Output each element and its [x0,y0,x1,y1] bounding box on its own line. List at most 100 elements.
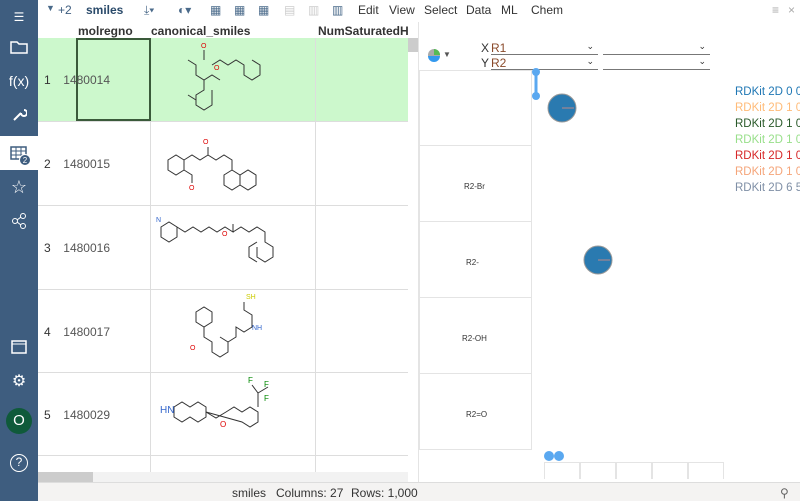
row-number: 4 [44,325,51,339]
wrench-icon[interactable] [0,98,38,132]
panel-menu-icon[interactable]: ≡ [772,3,780,17]
x-column-select[interactable]: R1 ⌄ [491,41,598,55]
svg-text:O: O [190,345,196,352]
selected-cell[interactable] [76,38,151,121]
svg-text:HN: HN [160,405,174,416]
vertical-range-slider[interactable] [529,68,543,100]
molregno-cell: 1480029 [63,408,110,422]
thumbnail[interactable] [652,462,688,479]
svg-text:NH: NH [252,325,262,332]
svg-text:N: N [156,217,161,224]
table-row[interactable] [38,456,408,482]
menu-data[interactable]: Data [466,3,492,17]
share-icon[interactable] [0,204,38,238]
rgroup-cell[interactable]: R2-OH [419,298,532,374]
pie-chart[interactable] [547,93,577,123]
menu-select[interactable]: Select [424,3,458,17]
x-secondary-select[interactable]: ⌄ [603,41,710,55]
rgroup-cell[interactable]: R2- [419,222,532,298]
menu-view[interactable]: View [389,3,415,17]
function-icon[interactable]: f(x) [8,73,30,89]
molecule-structure: OO [187,43,261,111]
thumbnail[interactable] [688,462,724,479]
layout-icon-2[interactable]: ▦ [234,3,246,17]
legend-item[interactable]: RDKit 2D 6 5 0 [735,182,800,194]
row-number: 3 [44,241,51,255]
svg-text:O: O [220,420,226,429]
vertical-scrollbar[interactable] [408,38,418,52]
data-grid: molregno canonical_smiles NumSaturatedHe… [38,22,418,482]
molregno-cell: 1480016 [63,241,110,255]
legend-item[interactable]: RDKit 2D 1 0 0 [735,134,800,146]
sidebar: ☰ f(x) 2 ☆ ⚙ O ? [0,0,38,501]
table-row[interactable]: 4 1480017 O SH NH [38,290,408,373]
dropdown-icon[interactable]: ▼ [46,3,55,13]
molecule-structure: NO [156,217,274,263]
status-table: smiles [232,486,267,500]
layout-icon-1[interactable]: ▦ [210,3,222,17]
refresh-icon[interactable]: ◐▾ [178,3,192,17]
settings-icon[interactable]: ⚙ [11,373,27,390]
rgroup-cell[interactable]: R2-Br [419,146,532,222]
x-axis-label: X [481,41,490,55]
legend-item[interactable]: RDKit 2D 1 0 0 [735,102,800,114]
horizontal-range-slider[interactable] [543,450,571,462]
user-avatar[interactable]: O [0,404,38,438]
molecule-structure: O SH NH [190,294,262,358]
svg-text:O: O [222,231,228,238]
help-icon[interactable]: ? [0,446,38,480]
table-count-badge: 2 [19,154,31,166]
star-icon[interactable]: ☆ [10,176,28,197]
rgroup-cell[interactable] [419,70,532,146]
toolbar: ▼ +2 smiles ⤓▾ ◐▾ ▦ ▦ ▦ ▤ ▥ ▥ Edit View … [38,0,800,22]
search-icon[interactable]: ⚲ [780,486,789,500]
bar-chart-icon[interactable]: ▥ [308,3,320,17]
thumbnail[interactable] [616,462,652,479]
grid-view-icon[interactable]: ▤ [284,3,296,17]
horizontal-scrollbar[interactable] [38,472,408,482]
column-chart-icon[interactable]: ▥ [332,3,344,17]
thumbnail[interactable] [544,462,580,479]
legend-item[interactable]: RDKit 2D 1 0 0 [735,118,800,130]
legend-item[interactable]: RDKit 2D 0 0 0 [735,86,800,98]
pie-chart[interactable] [583,245,613,275]
legend-item[interactable]: RDKit 2D 1 0 0 [735,166,800,178]
svg-text:O: O [201,43,207,50]
menu-edit[interactable]: Edit [358,3,379,17]
layout-icon-3[interactable]: ▦ [258,3,270,17]
avatar-initial: O [6,408,32,434]
table-name[interactable]: smiles [86,3,124,17]
column-header-canonical-smiles[interactable]: canonical_smiles [151,24,251,38]
y-secondary-select[interactable]: ⌄ [603,56,710,70]
molecule-structure: OO [167,139,257,192]
extra-tables[interactable]: +2 [58,3,72,17]
column-header-molregno[interactable]: molregno [78,24,133,38]
status-bar: smiles Columns: 27 Rows: 1,000 ⚲ [38,482,800,501]
y-axis-label: Y [481,56,490,70]
close-icon[interactable]: × [788,3,796,17]
svg-text:O: O [189,185,195,192]
molregno-cell: 1480017 [63,325,110,339]
rgroup-cell[interactable]: R2=O [419,374,532,450]
menu-chem[interactable]: Chem [531,3,564,17]
pie-charts [547,93,613,275]
menu-icon[interactable]: ☰ [13,10,25,24]
y-column-select[interactable]: R2 ⌄ [491,56,598,70]
legend-item[interactable]: RDKit 2D 1 0 0 [735,150,800,162]
row-number: 2 [44,157,51,171]
chevron-down-icon[interactable]: ▼ [443,50,451,59]
pie-chart-icon[interactable] [427,48,441,62]
download-icon[interactable]: ⤓▾ [144,3,155,17]
table-row[interactable]: 5 1480029 HN O F F F [38,373,408,456]
thumbnail[interactable] [580,462,616,479]
column-header-num-saturated-hetero[interactable]: NumSaturatedHetero [318,24,408,38]
window-icon[interactable] [0,330,38,364]
folder-icon[interactable] [0,30,38,64]
menu-ml[interactable]: ML [501,3,518,17]
status-rows: Rows: 1,000 [351,486,418,500]
table-icon[interactable]: 2 [0,136,38,170]
